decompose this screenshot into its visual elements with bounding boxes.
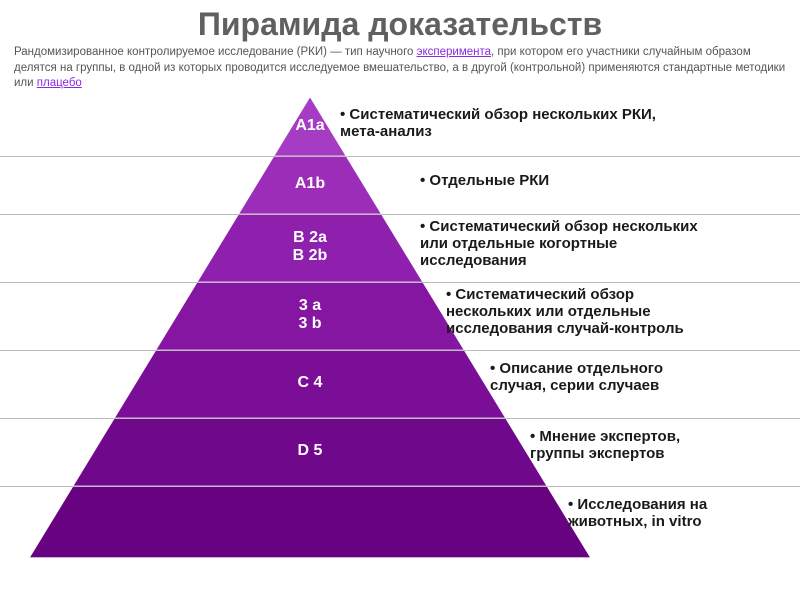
link-experiment[interactable]: эксперимента	[417, 46, 491, 58]
divider-line-1	[0, 214, 800, 215]
tier-description-6: Исследования на животных, in vitro	[568, 496, 707, 531]
tier-description-1: Отдельные РКИ	[420, 172, 549, 189]
link-placebo[interactable]: плацебо	[37, 77, 82, 89]
tier-description-0: Систематический обзор нескольких РКИ, ме…	[340, 106, 656, 141]
divider-line-0	[0, 156, 800, 157]
pyramid-tier-5: D 5	[30, 418, 590, 486]
pyramid-tier-6	[30, 486, 590, 558]
divider-line-4	[0, 418, 800, 419]
page-title: Пирамида доказательств	[0, 0, 800, 45]
tier-description-4: Описание отдельного случая, серии случае…	[490, 360, 663, 395]
divider-line-5	[0, 486, 800, 487]
divider-line-2	[0, 282, 800, 283]
tier-description-3: Систематический обзор нескольких или отд…	[446, 286, 684, 338]
tier-description-5: Мнение экспертов, группы экспертов	[530, 428, 680, 463]
pyramid-diagram: A1aA1bB 2a B 2b3 a 3 bC 4D 5 Систематиче…	[0, 98, 800, 598]
divider-line-3	[0, 350, 800, 351]
subtitle-text: Рандомизированное контролируемое исследо…	[0, 45, 800, 98]
tier-description-2: Систематический обзор нескольких или отд…	[420, 218, 698, 270]
subtitle-part1: Рандомизированное контролируемое исследо…	[14, 46, 417, 58]
